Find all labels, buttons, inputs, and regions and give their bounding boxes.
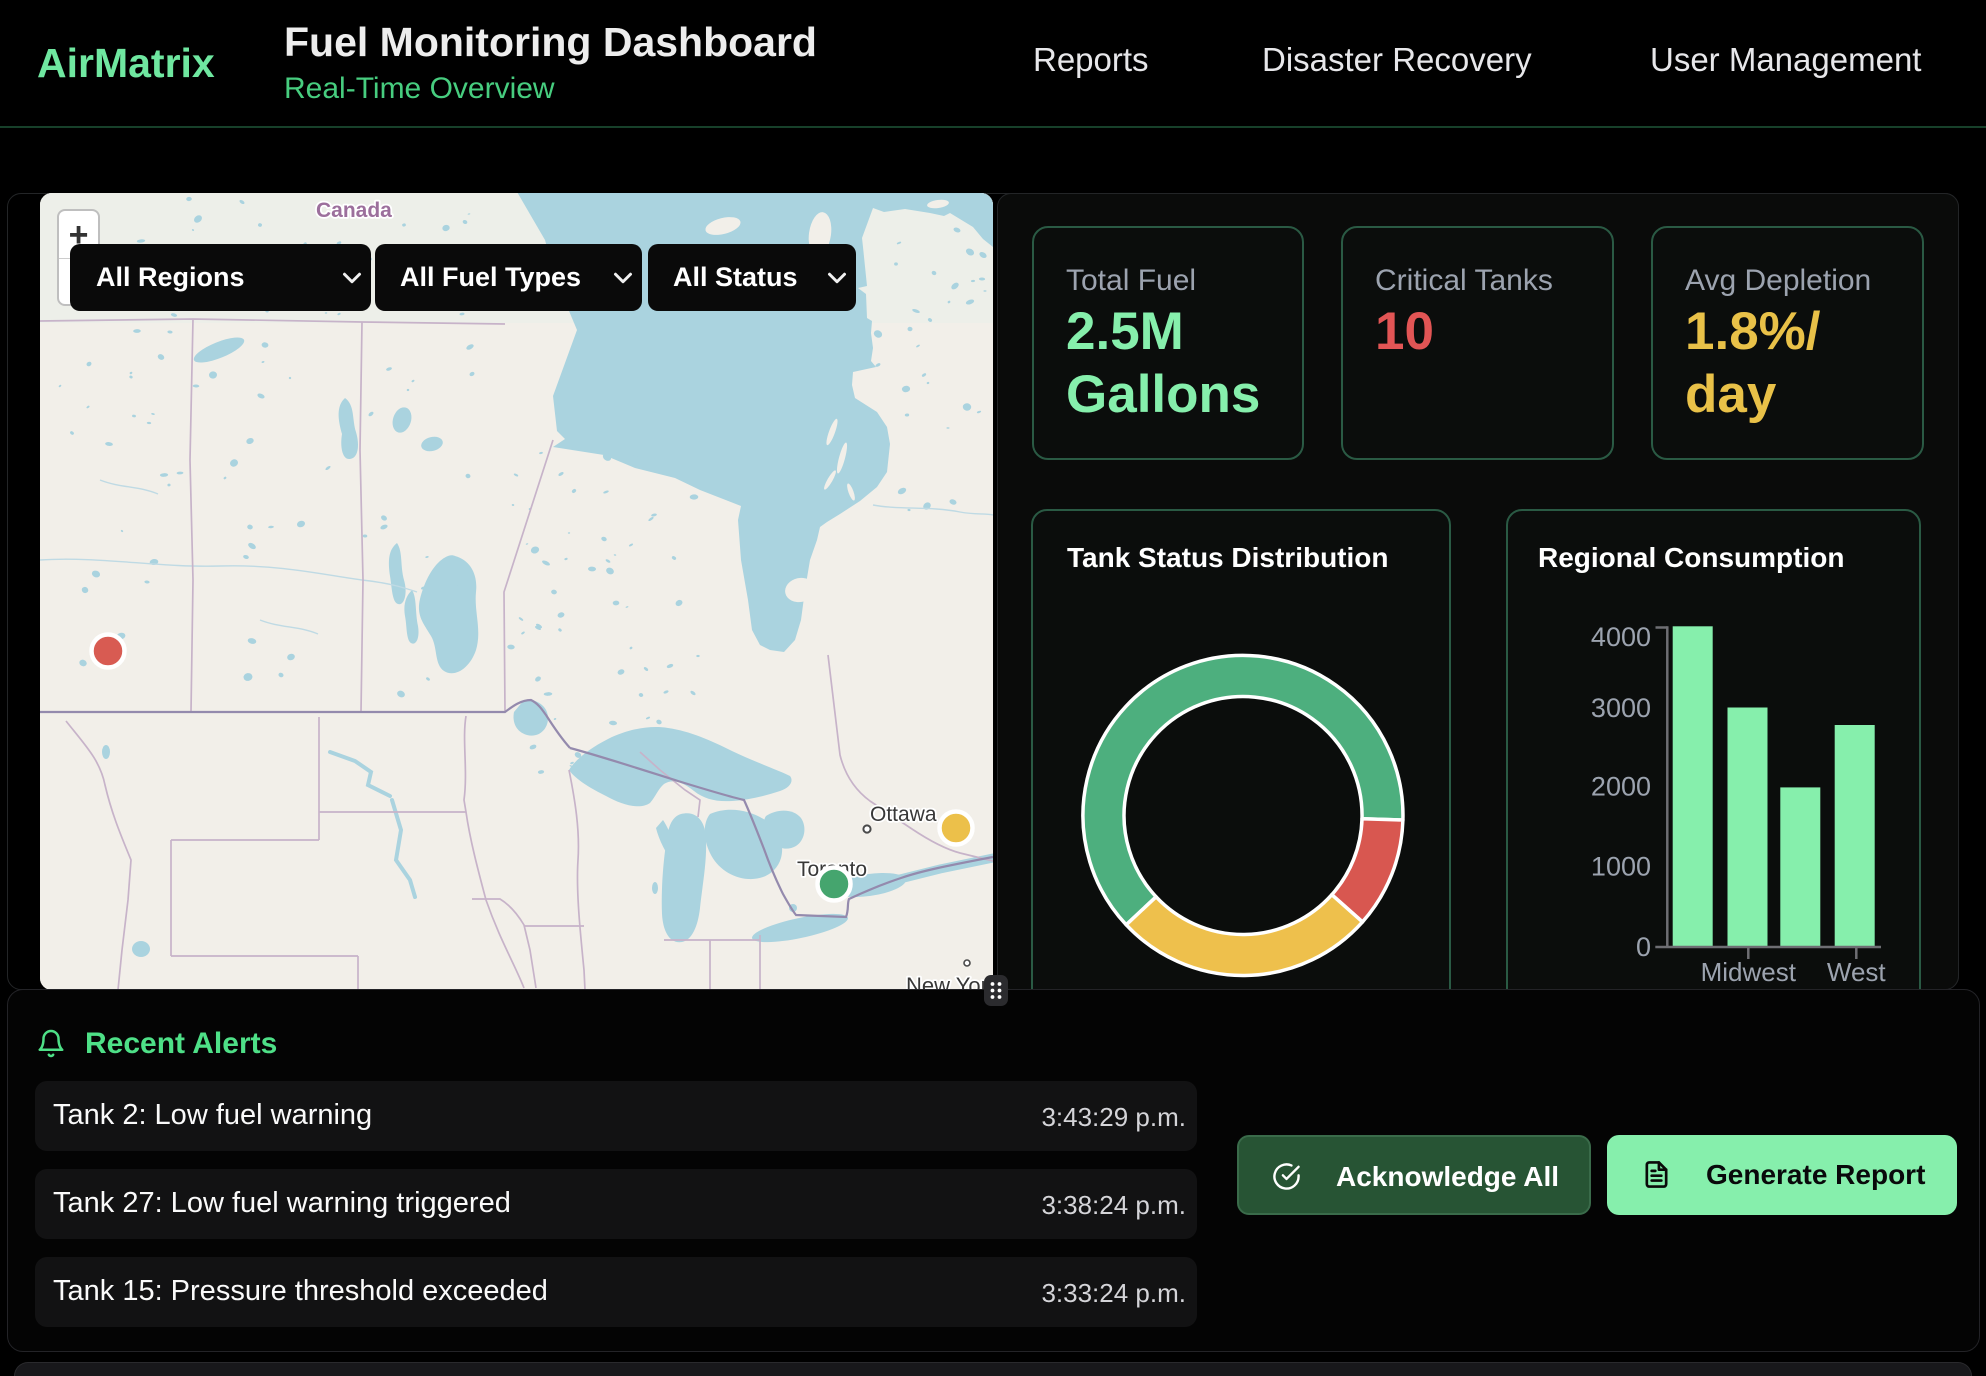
- svg-text:4000: 4000: [1591, 622, 1651, 652]
- svg-text:3000: 3000: [1591, 693, 1651, 723]
- svg-text:Ottawa: Ottawa: [870, 803, 937, 826]
- svg-text:2000: 2000: [1591, 772, 1651, 802]
- svg-text:New York: New York: [906, 973, 993, 990]
- svg-text:Midwest: Midwest: [1701, 957, 1797, 987]
- svg-text:0: 0: [1636, 932, 1651, 962]
- svg-text:Canada: Canada: [316, 199, 392, 222]
- svg-text:West: West: [1827, 957, 1887, 987]
- svg-text:1000: 1000: [1591, 851, 1651, 881]
